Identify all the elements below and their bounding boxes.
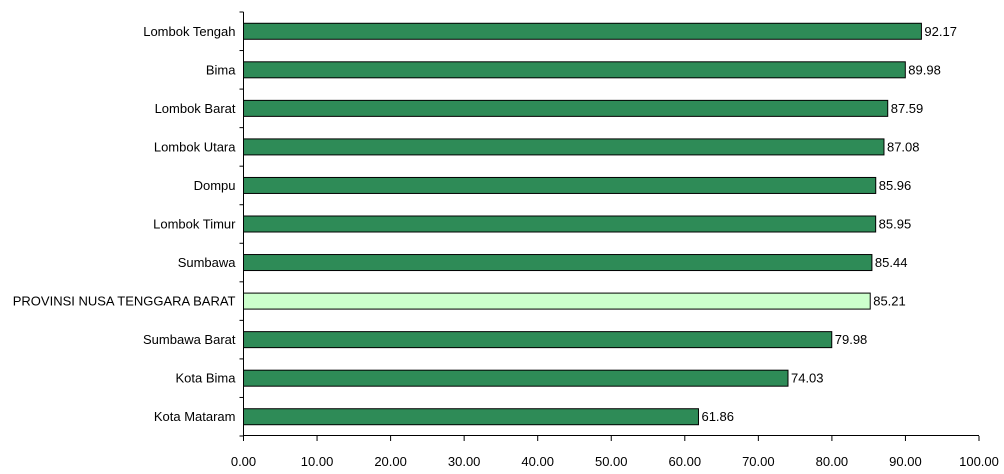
category-label: Kota Bima	[176, 371, 237, 386]
value-label: 74.03	[791, 371, 824, 386]
bar	[243, 408, 699, 426]
bar	[243, 369, 789, 387]
bars-group: Lombok Tengah 92.17 Bima 89.98 Lombok Barat 8…	[13, 11, 999, 469]
x-tick-label: 40.00	[521, 454, 554, 469]
category-label: Lombok Tengah	[143, 24, 235, 39]
x-tick-label: 50.00	[595, 454, 628, 469]
bar	[243, 215, 877, 233]
x-tick-label: 20.00	[374, 454, 407, 469]
bar	[243, 138, 885, 156]
value-label: 89.98	[908, 62, 941, 77]
bar	[243, 254, 873, 272]
category-label: Dompu	[194, 178, 236, 193]
category-label: Kota Mataram	[154, 409, 236, 424]
category-label: Lombok Timur	[153, 217, 236, 232]
bar-highlight	[243, 292, 871, 310]
value-label: 92.17	[924, 24, 957, 39]
category-label: PROVINSI NUSA TENGGARA BARAT	[13, 294, 236, 309]
bar	[243, 99, 889, 117]
bar	[243, 61, 906, 79]
bar	[243, 331, 833, 349]
x-tick-label: 0.00	[231, 454, 256, 469]
category-label: Lombok Barat	[155, 101, 236, 116]
value-label: 87.08	[887, 139, 920, 154]
category-label: Sumbawa Barat	[143, 332, 236, 347]
bar	[243, 176, 877, 194]
value-label: 85.44	[875, 255, 908, 270]
value-label: 85.95	[879, 217, 912, 232]
category-label: Sumbawa	[178, 255, 237, 270]
x-tick-label: 30.00	[448, 454, 481, 469]
x-tick-label: 100.00	[959, 454, 999, 469]
x-tick-label: 60.00	[669, 454, 702, 469]
bar	[243, 22, 922, 40]
value-label: 87.59	[891, 101, 924, 116]
category-label: Lombok Utara	[154, 139, 236, 154]
value-label: 79.98	[835, 332, 868, 347]
x-tick-label: 10.00	[301, 454, 334, 469]
value-label: 85.21	[873, 294, 906, 309]
category-label: Bima	[206, 62, 236, 77]
value-label: 85.96	[879, 178, 912, 193]
x-tick-label: 80.00	[816, 454, 849, 469]
value-label: 61.86	[701, 409, 734, 424]
x-tick-label: 90.00	[889, 454, 922, 469]
x-tick-label: 70.00	[742, 454, 775, 469]
